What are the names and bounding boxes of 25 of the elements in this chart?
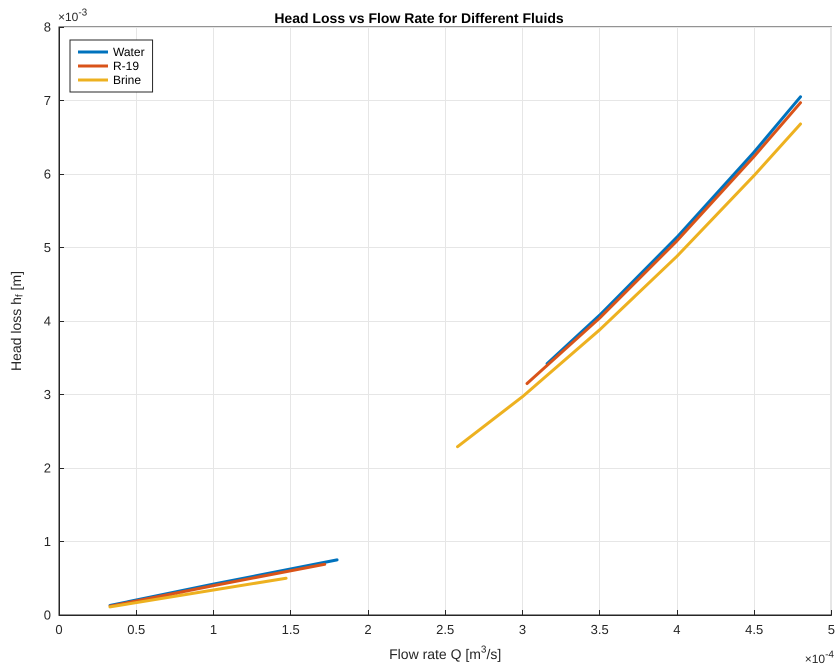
x-tick-label: 4.5	[745, 622, 764, 637]
x-tick-label: 2.5	[436, 622, 454, 637]
x-tick-label: 1	[210, 622, 218, 637]
y-tick-label: 4	[44, 314, 51, 328]
x-tick-label: 0	[55, 622, 63, 637]
y-tick-label: 6	[44, 166, 51, 182]
y-axis-title: Head loss hf [m]	[8, 270, 26, 372]
legend-label: Brine	[113, 73, 142, 87]
x-tick-label: 2	[364, 622, 372, 637]
y-tick-label: 7	[44, 93, 51, 108]
legend-label: Water	[113, 45, 145, 59]
y-tick-label: 2	[44, 460, 51, 476]
x-tick-label: 3	[518, 622, 526, 637]
chart-title: Head Loss vs Flow Rate for Different Fluids	[274, 10, 564, 26]
x-tick-label: 4	[673, 622, 681, 637]
x-tick-label: 3.5	[590, 622, 609, 637]
y-tick-label: 8	[44, 20, 51, 34]
y-tick-label: 3	[44, 387, 51, 402]
x-tick-label: 0.5	[127, 622, 146, 637]
y-tick-label: 5	[44, 240, 51, 255]
x-tick-label: 1.5	[282, 622, 300, 637]
legend-label: R-19	[113, 59, 140, 73]
y-tick-label: 0	[44, 608, 51, 622]
x-tick-label: 5	[828, 622, 835, 637]
y-tick-label: 1	[44, 534, 51, 549]
